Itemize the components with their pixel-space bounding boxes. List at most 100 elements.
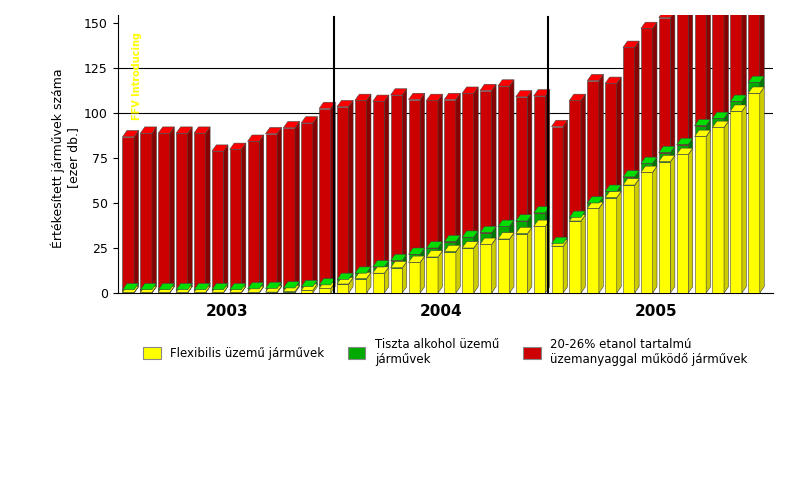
Polygon shape	[319, 288, 331, 293]
Polygon shape	[552, 126, 563, 244]
Polygon shape	[605, 191, 617, 198]
Polygon shape	[617, 191, 621, 293]
Polygon shape	[563, 237, 567, 246]
Polygon shape	[671, 146, 675, 162]
Polygon shape	[194, 290, 206, 292]
Polygon shape	[712, 0, 724, 119]
Polygon shape	[134, 284, 139, 292]
Polygon shape	[355, 101, 367, 273]
Polygon shape	[295, 282, 300, 291]
Polygon shape	[283, 122, 300, 128]
Polygon shape	[533, 220, 550, 226]
Polygon shape	[230, 292, 241, 293]
Polygon shape	[337, 284, 349, 293]
Polygon shape	[724, 112, 728, 127]
Polygon shape	[570, 211, 585, 218]
Polygon shape	[426, 242, 443, 248]
Polygon shape	[748, 93, 760, 293]
Polygon shape	[260, 135, 264, 289]
Polygon shape	[140, 133, 152, 290]
Polygon shape	[671, 11, 675, 153]
Polygon shape	[230, 290, 241, 292]
Polygon shape	[587, 202, 604, 208]
Polygon shape	[372, 267, 384, 273]
Polygon shape	[688, 0, 693, 144]
Polygon shape	[176, 286, 193, 292]
Polygon shape	[552, 240, 567, 246]
Text: 2004: 2004	[420, 304, 462, 319]
Polygon shape	[545, 206, 550, 226]
Polygon shape	[248, 142, 260, 289]
Polygon shape	[659, 162, 671, 293]
Polygon shape	[581, 211, 585, 221]
Polygon shape	[194, 127, 210, 133]
Polygon shape	[295, 285, 300, 293]
Polygon shape	[742, 95, 746, 111]
Polygon shape	[516, 97, 527, 221]
Polygon shape	[552, 246, 563, 293]
Polygon shape	[426, 101, 438, 248]
Polygon shape	[159, 127, 174, 133]
Polygon shape	[266, 127, 282, 134]
Polygon shape	[194, 286, 210, 292]
Polygon shape	[641, 172, 653, 293]
Polygon shape	[473, 231, 478, 248]
Polygon shape	[731, 111, 742, 293]
Polygon shape	[194, 284, 210, 290]
Polygon shape	[444, 100, 456, 242]
Polygon shape	[516, 221, 527, 234]
Polygon shape	[188, 284, 193, 292]
Polygon shape	[283, 282, 300, 288]
Polygon shape	[134, 130, 139, 290]
Polygon shape	[409, 263, 420, 293]
Polygon shape	[319, 279, 335, 285]
Polygon shape	[331, 279, 335, 288]
Polygon shape	[444, 235, 460, 242]
Polygon shape	[510, 80, 514, 226]
Polygon shape	[372, 267, 389, 273]
Polygon shape	[301, 117, 317, 123]
Polygon shape	[659, 18, 671, 153]
Polygon shape	[456, 93, 460, 242]
Polygon shape	[492, 238, 496, 293]
Polygon shape	[409, 256, 424, 263]
Polygon shape	[694, 125, 706, 137]
Polygon shape	[694, 120, 711, 125]
Polygon shape	[706, 0, 711, 125]
Polygon shape	[426, 251, 443, 257]
Polygon shape	[230, 143, 246, 149]
Polygon shape	[462, 242, 478, 248]
Polygon shape	[677, 138, 693, 144]
Polygon shape	[367, 272, 371, 293]
Polygon shape	[570, 94, 585, 101]
Polygon shape	[587, 208, 599, 293]
Polygon shape	[206, 127, 210, 290]
Polygon shape	[634, 41, 639, 177]
Polygon shape	[283, 288, 295, 291]
Polygon shape	[420, 256, 424, 293]
Polygon shape	[641, 163, 653, 172]
Polygon shape	[677, 148, 693, 154]
Polygon shape	[122, 130, 139, 137]
Polygon shape	[391, 261, 402, 268]
Polygon shape	[266, 288, 277, 292]
Polygon shape	[634, 179, 639, 293]
Polygon shape	[641, 166, 657, 172]
Polygon shape	[641, 28, 653, 163]
Polygon shape	[122, 284, 139, 290]
Polygon shape	[301, 281, 317, 286]
Polygon shape	[159, 133, 170, 290]
Polygon shape	[438, 242, 443, 257]
Polygon shape	[248, 135, 264, 142]
Polygon shape	[510, 233, 514, 293]
Polygon shape	[694, 130, 711, 137]
Polygon shape	[391, 262, 406, 268]
Polygon shape	[712, 119, 724, 127]
Polygon shape	[498, 226, 510, 239]
Polygon shape	[480, 238, 496, 244]
Polygon shape	[570, 221, 581, 293]
Polygon shape	[230, 284, 246, 290]
Polygon shape	[277, 282, 282, 292]
Polygon shape	[212, 284, 228, 290]
Polygon shape	[140, 284, 156, 290]
